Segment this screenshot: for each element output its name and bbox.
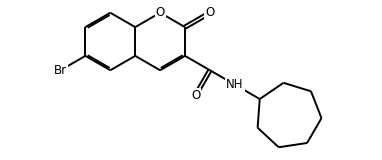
Text: O: O: [155, 6, 165, 19]
Text: Br: Br: [54, 64, 67, 77]
Text: O: O: [191, 89, 200, 102]
Text: NH: NH: [226, 78, 244, 91]
Text: O: O: [205, 6, 215, 19]
